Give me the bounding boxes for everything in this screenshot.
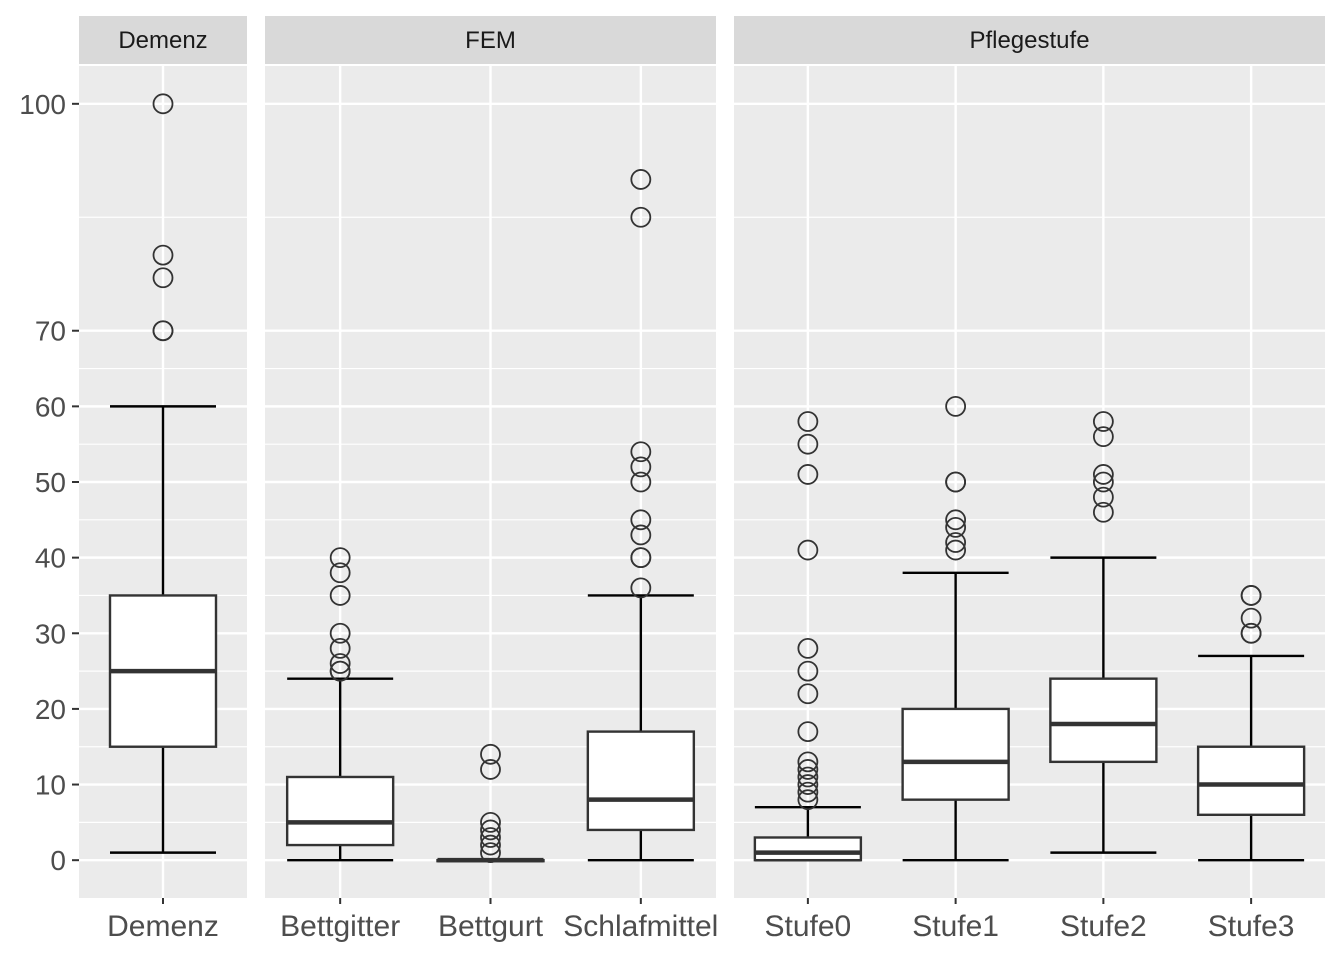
outlier-point (1240, 622, 1262, 644)
y-tick-label: 20 (35, 694, 66, 725)
outlier-point (329, 585, 351, 606)
outlier-point (945, 516, 967, 538)
outlier-point (152, 320, 174, 342)
box-bettgitter (285, 547, 395, 862)
iqr-box (1196, 745, 1306, 817)
outlier-point (1092, 486, 1114, 508)
iqr-box (1049, 677, 1158, 764)
iqr-box (285, 775, 395, 847)
outlier-point (630, 547, 652, 569)
outlier-point (630, 456, 652, 478)
panel-pflegestufe: Pflegestufe Stufe0 Stufe1 Stufe2 Stufe3 (734, 16, 1325, 943)
y-tick-label: 40 (35, 543, 66, 574)
outlier-point (797, 411, 819, 432)
strip-label: Pflegestufe (969, 27, 1089, 54)
outlier-point (797, 759, 819, 780)
outlier-point (1092, 501, 1114, 523)
x-tick-label: Stufe0 (765, 910, 852, 943)
outlier-point (1092, 411, 1114, 432)
outlier-point (797, 683, 819, 705)
outlier-point (329, 660, 351, 682)
box-stufe2 (1049, 411, 1158, 854)
x-tick-label: Schlafmittel (563, 910, 718, 943)
outlier-point (630, 471, 652, 493)
strip-label: FEM (465, 27, 516, 54)
outlier-point (945, 509, 967, 531)
outlier-point (630, 577, 652, 599)
outlier-point (329, 562, 351, 584)
strip-label: Demenz (118, 27, 207, 54)
outlier-point (797, 789, 819, 811)
iqr-box (901, 707, 1010, 801)
outlier-point (329, 547, 351, 569)
iqr-box (753, 836, 863, 862)
x-tick-label: Demenz (107, 910, 219, 943)
y-axis: 0 10 20 30 40 50 60 70 100 (19, 89, 79, 876)
outlier-point (1092, 464, 1114, 485)
x-tick-label: Stufe3 (1208, 910, 1295, 943)
y-tick-label: 0 (50, 845, 66, 876)
outlier-point (329, 653, 351, 674)
outlier-point (1092, 471, 1114, 493)
x-tick-label: Stufe1 (912, 910, 999, 943)
outlier-point (945, 539, 967, 561)
outlier-point (152, 244, 174, 266)
x-tick-label: Bettgurt (438, 910, 544, 943)
outlier-point (945, 471, 967, 493)
outlier-point (152, 267, 174, 289)
outlier-point (480, 811, 501, 833)
outlier-point (630, 509, 652, 531)
outlier-point (797, 539, 819, 561)
outlier-point (480, 827, 501, 848)
outlier-point (630, 169, 652, 190)
outlier-point (480, 834, 501, 856)
y-tick-label: 70 (35, 316, 66, 347)
outlier-point (1240, 607, 1262, 629)
strip-background (734, 16, 1325, 64)
outlier-point (329, 622, 351, 644)
outlier-point (480, 819, 501, 841)
box-demenz (108, 93, 218, 854)
x-tick-label: Stufe2 (1060, 910, 1147, 943)
panel-fem: FEM Bettgitter Bettgurt Schlafmittel (265, 16, 718, 943)
outlier-point (480, 743, 501, 765)
outlier-point (797, 766, 819, 788)
outlier-point (630, 524, 652, 546)
y-tick-label: 10 (35, 770, 66, 801)
outlier-point (1092, 426, 1114, 448)
outlier-point (797, 464, 819, 485)
outlier-point (480, 842, 501, 864)
outlier-point (480, 759, 501, 780)
panel-demenz: Demenz Demenz (79, 16, 247, 943)
outlier-point (797, 721, 819, 742)
outlier-point (797, 751, 819, 773)
outlier-point (329, 638, 351, 659)
outlier-point (630, 206, 652, 228)
outlier-point (630, 441, 652, 463)
box-bettgurt (436, 743, 545, 864)
outlier-point (797, 638, 819, 659)
outlier-point (797, 781, 819, 803)
y-tick-label: 30 (35, 618, 66, 649)
y-tick-label: 50 (35, 467, 66, 498)
strip-background (79, 16, 247, 64)
strip-background (265, 16, 716, 64)
outlier-point (797, 774, 819, 795)
x-tick-label: Bettgitter (280, 910, 400, 943)
box-stufe1 (901, 395, 1010, 862)
outlier-point (1240, 585, 1262, 606)
box-schlafmittel (586, 169, 696, 862)
box-stufe0 (753, 411, 863, 862)
outlier-point (945, 532, 967, 553)
outlier-point (152, 93, 174, 115)
iqr-box (586, 730, 696, 832)
outlier-point (797, 433, 819, 455)
outlier-point (797, 660, 819, 682)
outlier-point (945, 395, 967, 417)
box-stufe3 (1196, 585, 1306, 862)
y-tick-label: 60 (35, 391, 66, 422)
y-tick-label: 100 (19, 89, 66, 120)
